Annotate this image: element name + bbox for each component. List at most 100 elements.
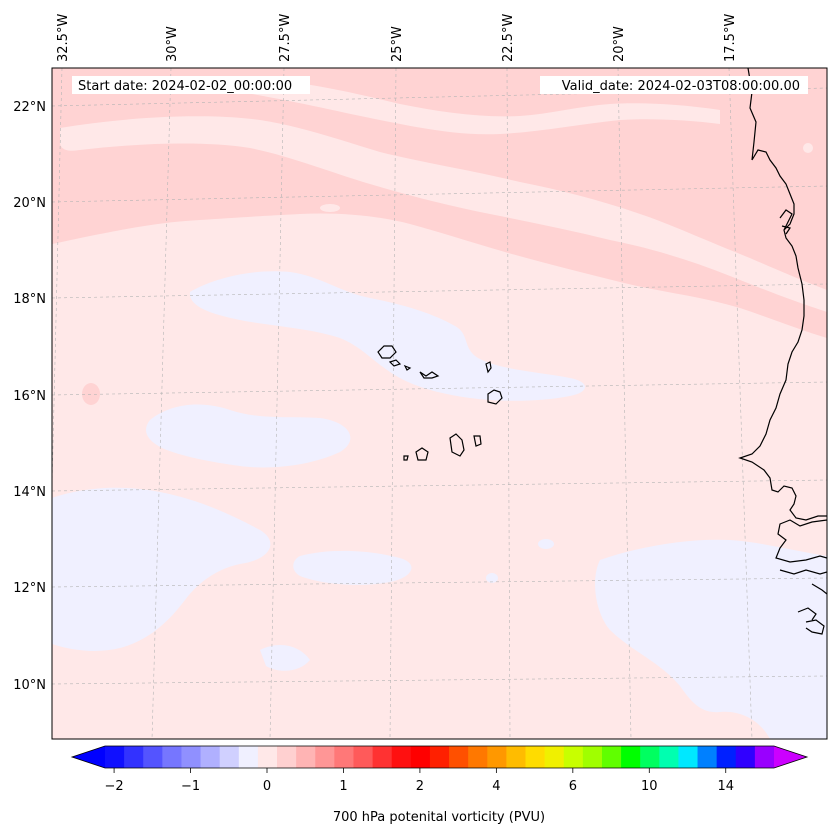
colorbar-tick-label: 2 xyxy=(416,779,424,794)
colorbar-bin xyxy=(219,746,240,768)
colorbar-bin xyxy=(582,746,603,768)
african-coastline xyxy=(738,68,827,521)
colorbar-bins xyxy=(105,746,775,768)
valid-date-box xyxy=(540,76,808,94)
lat-label: 14°N xyxy=(13,485,46,500)
island-santiago xyxy=(449,433,465,457)
lon-label: 30°W xyxy=(165,26,180,62)
african-coastline xyxy=(779,209,793,235)
lat-label: 20°N xyxy=(13,196,46,211)
valid-date-label: Valid_date: 2024-02-03T08:00:00.00 xyxy=(562,79,800,94)
pv-blue-patch xyxy=(146,404,351,468)
longitude-labels: 32.5°W 30°W 27.5°W 25°W 22.5°W 20°W 17.5… xyxy=(56,14,738,62)
colorbar-outline xyxy=(70,745,809,769)
colorbar-bin xyxy=(506,746,527,768)
pv-pink-blob xyxy=(82,383,100,405)
pv-light-streak xyxy=(60,116,827,312)
pv-light-blob xyxy=(803,143,813,153)
colorbar-bin xyxy=(754,746,775,768)
colorbar-bin xyxy=(315,746,335,768)
colorbar-tick-label: 14 xyxy=(717,779,734,794)
colorbar-tick-label: −2 xyxy=(104,779,123,794)
colorbar-label: 700 hPa potenital vorticity (PVU) xyxy=(333,810,545,825)
lon-label: 17.5°W xyxy=(723,14,738,62)
island-sao-nicolau xyxy=(419,371,440,379)
colorbar-bin xyxy=(162,746,183,768)
colorbar-tick-label: 6 xyxy=(569,779,577,794)
colorbar-bin xyxy=(143,746,163,768)
cape-verde-islands xyxy=(377,345,503,461)
island-sal xyxy=(485,361,492,374)
pv-light-blob xyxy=(313,153,327,163)
lat-label: 10°N xyxy=(13,678,46,693)
pv-blue-patch xyxy=(52,487,271,651)
colorbar-bin xyxy=(391,746,412,768)
lat-label: 18°N xyxy=(13,292,46,307)
pv-light-streak xyxy=(320,230,520,279)
gridline-lon-27-5w xyxy=(269,68,285,739)
gridlines xyxy=(52,68,827,739)
colorbar-bin xyxy=(525,746,546,768)
gridline-lon-17-5w xyxy=(728,68,753,739)
colorbar-bin xyxy=(735,746,756,768)
colorbar-bin xyxy=(200,746,221,768)
colorbar-bin xyxy=(449,746,469,768)
pv-blue-patch xyxy=(189,271,585,401)
colorbar-bin xyxy=(372,746,393,768)
island-brava xyxy=(403,455,409,461)
island-sao-vicente xyxy=(388,359,402,367)
colorbar-bin xyxy=(487,746,507,768)
colorbar-bin xyxy=(257,746,278,768)
lat-label: 12°N xyxy=(13,581,46,596)
colorbar-bin xyxy=(124,746,144,768)
colorbar-ticks: −2 −1 0 1 2 4 6 10 14 xyxy=(104,768,734,794)
colorbar-bin xyxy=(716,746,737,768)
pv-blue-blob xyxy=(538,539,554,549)
colorbar: −2 −1 0 1 2 4 6 10 14 700 hPa potenital vorticit… xyxy=(70,745,809,825)
pv-blue-patch xyxy=(293,550,412,585)
lat-label: 16°N xyxy=(13,389,46,404)
colorbar-under-arrow xyxy=(72,746,105,768)
colorbar-bin xyxy=(563,746,584,768)
colorbar-tick-label: 10 xyxy=(641,779,658,794)
colorbar-tick-label: 1 xyxy=(339,779,347,794)
gridline-lon-30w xyxy=(151,68,172,739)
colorbar-tick-label: −1 xyxy=(181,779,200,794)
colorbar-tick-label: 4 xyxy=(492,779,500,794)
island-santo-antao xyxy=(377,345,397,359)
lon-label: 27.5°W xyxy=(278,14,293,62)
colorbar-tick-label: 0 xyxy=(263,779,271,794)
colorbar-bin xyxy=(468,746,488,768)
start-date-label: Start date: 2024-02-02_00:00:00 xyxy=(78,79,292,94)
colorbar-bin xyxy=(544,746,565,768)
african-coastline xyxy=(775,519,827,635)
lon-label: 22.5°W xyxy=(501,14,516,62)
colorbar-bin xyxy=(601,746,622,768)
pv-light-blob xyxy=(320,204,340,212)
colorbar-bin xyxy=(697,746,718,768)
gridline-lon-22-5w xyxy=(506,68,511,739)
colorbar-bin xyxy=(429,746,450,768)
pv-blue-blob xyxy=(486,573,498,583)
start-date-box xyxy=(72,76,310,94)
lon-label: 25°W xyxy=(390,26,405,62)
colorbar-bin xyxy=(410,746,431,768)
colorbar-bin xyxy=(621,746,641,768)
colorbar-bin xyxy=(105,746,125,768)
island-santa-luzia xyxy=(403,364,412,371)
lon-label: 20°W xyxy=(612,26,627,62)
gridline-lon-20w xyxy=(617,68,632,739)
colorbar-over-arrow xyxy=(774,746,807,768)
colorbar-bin xyxy=(277,746,297,768)
map-frame xyxy=(51,67,828,740)
gridline-lon-25w xyxy=(389,68,397,739)
map-panel: Start date: 2024-02-02_00:00:00 Valid_da… xyxy=(52,68,827,739)
latitude-labels: 22°N 20°N 18°N 16°N 14°N 12°N 10°N xyxy=(13,100,46,693)
pv-blue-patch xyxy=(595,539,827,739)
colorbar-bin xyxy=(238,746,259,768)
colorbar-bin xyxy=(334,746,355,768)
pv-light-streak xyxy=(240,78,720,135)
colorbar-bin xyxy=(181,746,202,768)
island-fogo xyxy=(415,447,429,461)
